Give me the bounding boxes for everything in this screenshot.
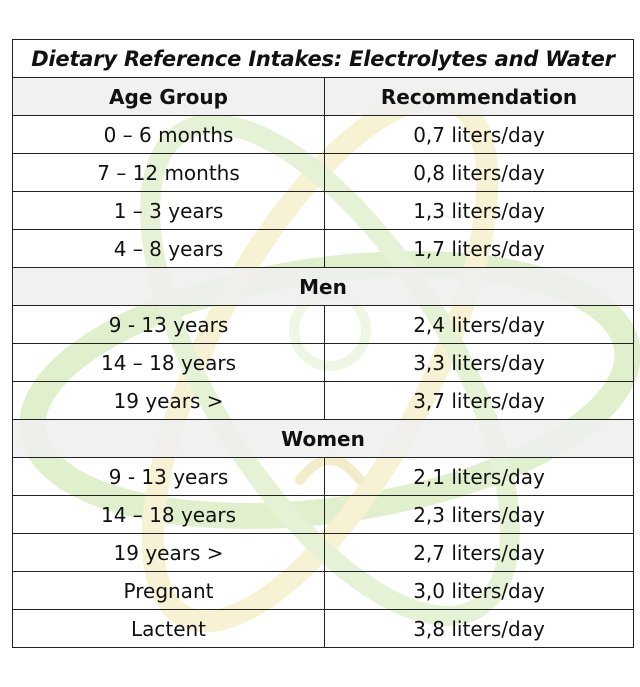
section-label: Women — [12, 419, 634, 458]
table-row: 9 - 13 years 2,1 liters/day — [12, 457, 634, 496]
recommendation-cell: 3,0 liters/day — [324, 571, 634, 610]
table-title-row: Dietary Reference Intakes: Electrolytes … — [12, 39, 634, 78]
table-header-row: Age Group Recommendation — [12, 77, 634, 116]
recommendation-cell: 1,3 liters/day — [324, 191, 634, 230]
age-group-cell: 9 - 13 years — [12, 457, 325, 496]
age-group-cell: 1 – 3 years — [12, 191, 325, 230]
age-group-cell: 19 years > — [12, 533, 325, 572]
age-group-cell: Lactent — [12, 609, 325, 648]
table-row: 14 – 18 years 2,3 liters/day — [12, 495, 634, 534]
age-group-cell: 14 – 18 years — [12, 343, 325, 382]
age-group-cell: 4 – 8 years — [12, 229, 325, 268]
recommendation-cell: 0,8 liters/day — [324, 153, 634, 192]
age-group-cell: 7 – 12 months — [12, 153, 325, 192]
table-row: 1 – 3 years 1,3 liters/day — [12, 191, 634, 230]
recommendation-cell: 0,7 liters/day — [324, 115, 634, 154]
table-row: 4 – 8 years 1,7 liters/day — [12, 229, 634, 268]
section-row: Men — [12, 267, 634, 306]
age-group-cell: 9 - 13 years — [12, 305, 325, 344]
table-row: 14 – 18 years 3,3 liters/day — [12, 343, 634, 382]
recommendation-cell: 2,4 liters/day — [324, 305, 634, 344]
table-title: Dietary Reference Intakes: Electrolytes … — [12, 39, 634, 78]
recommendation-cell: 2,7 liters/day — [324, 533, 634, 572]
table-row: 9 - 13 years 2,4 liters/day — [12, 305, 634, 344]
table-row: 19 years >2,7 liters/day — [12, 533, 634, 572]
table-row: 7 – 12 months 0,8 liters/day — [12, 153, 634, 192]
table-row: 0 – 6 months 0,7 liters/day — [12, 115, 634, 154]
table-row: 19 years >3,7 liters/day — [12, 381, 634, 420]
table-row: Lactent 3,8 liters/day — [12, 609, 634, 648]
dietary-reference-table: Dietary Reference Intakes: Electrolytes … — [12, 39, 634, 648]
header-recommendation: Recommendation — [324, 77, 634, 116]
age-group-cell: 19 years > — [12, 381, 325, 420]
recommendation-cell: 2,1 liters/day — [324, 457, 634, 496]
age-group-cell: 14 – 18 years — [12, 495, 325, 534]
header-age-group: Age Group — [12, 77, 325, 116]
recommendation-cell: 2,3 liters/day — [324, 495, 634, 534]
recommendation-cell: 1,7 liters/day — [324, 229, 634, 268]
recommendation-cell: 3,7 liters/day — [324, 381, 634, 420]
section-row: Women — [12, 419, 634, 458]
age-group-cell: Pregnant — [12, 571, 325, 610]
recommendation-cell: 3,3 liters/day — [324, 343, 634, 382]
age-group-cell: 0 – 6 months — [12, 115, 325, 154]
recommendation-cell: 3,8 liters/day — [324, 609, 634, 648]
section-label: Men — [12, 267, 634, 306]
table-row: Pregnant 3,0 liters/day — [12, 571, 634, 610]
